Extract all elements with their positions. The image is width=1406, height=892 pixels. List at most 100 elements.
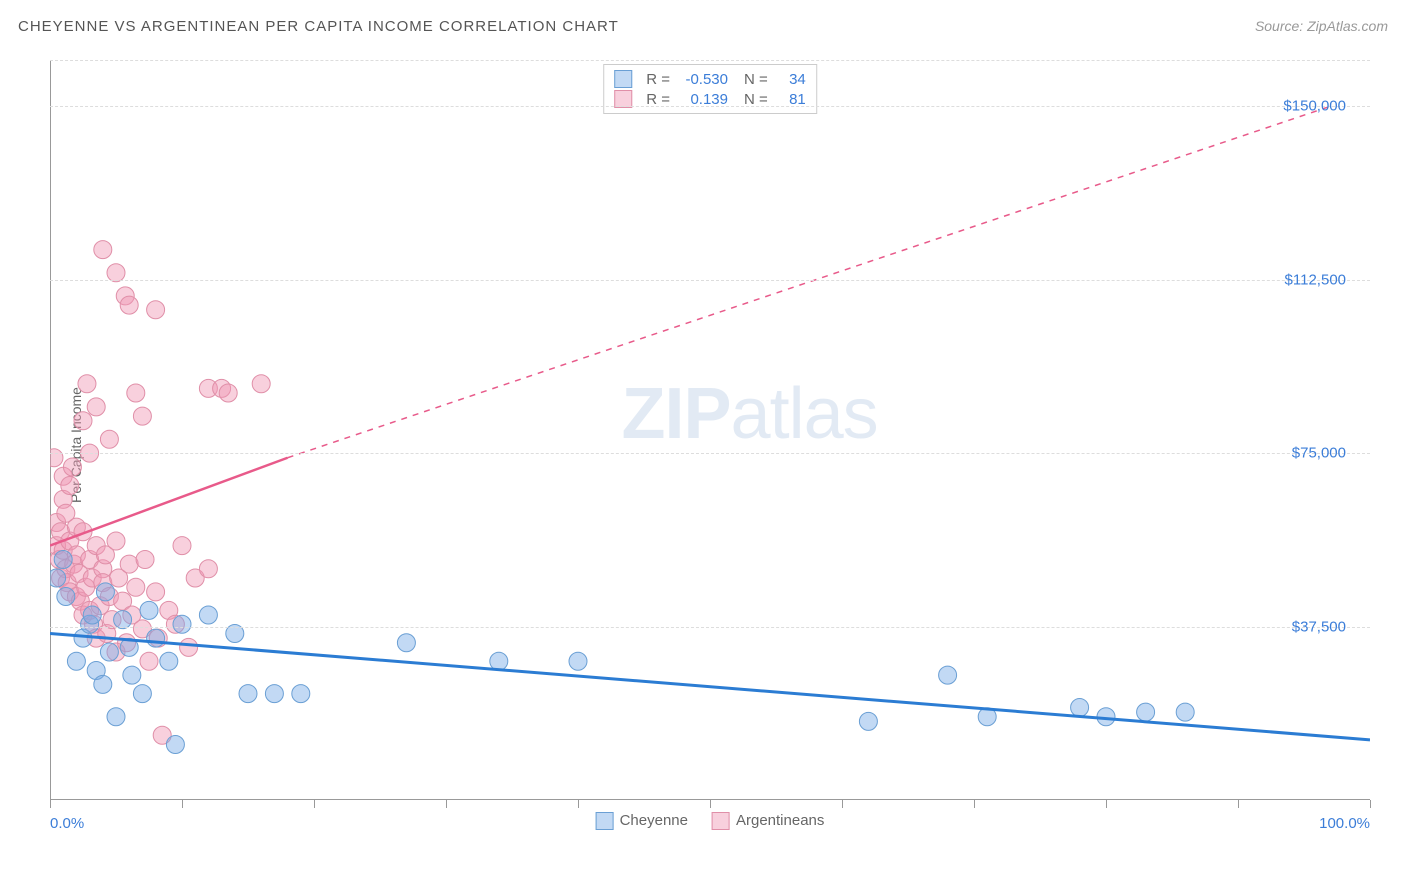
scatter-point [52, 523, 70, 541]
scatter-point [397, 634, 415, 652]
scatter-point [173, 537, 191, 555]
scatter-point [77, 578, 95, 596]
x-tick [1370, 800, 1371, 808]
scatter-point [147, 301, 165, 319]
scatter-point [133, 620, 151, 638]
swatch-argentineans [712, 812, 730, 830]
scatter-point [81, 615, 99, 633]
scatter-point [180, 638, 198, 656]
scatter-point [859, 712, 877, 730]
x-tick [974, 800, 975, 808]
scatter-point [147, 629, 165, 647]
x-max-label: 100.0% [1319, 815, 1370, 832]
x-tick [578, 800, 579, 808]
scatter-point [50, 449, 63, 467]
scatter-point [120, 555, 138, 573]
scatter-point [939, 666, 957, 684]
scatter-point [54, 551, 72, 569]
scatter-point [127, 578, 145, 596]
r-value-cheyenne: -0.530 [678, 71, 728, 88]
scatter-point [166, 736, 184, 754]
plot-region: ZIPatlas R = -0.530 N = 34 R = 0.139 N =… [50, 60, 1370, 830]
scatter-point [136, 551, 154, 569]
y-tick-label: $75,000 [1292, 445, 1346, 462]
scatter-point [54, 490, 72, 508]
gridline [50, 280, 1370, 281]
scatter-point [74, 523, 92, 541]
trend-line-cheyenne [50, 634, 1370, 740]
scatter-point [107, 643, 125, 661]
scatter-point [140, 652, 158, 670]
scatter-point [83, 606, 101, 624]
scatter-point [110, 569, 128, 587]
bottom-legend: Cheyenne Argentineans [596, 812, 825, 830]
x-tick [842, 800, 843, 808]
scatter-point [94, 560, 112, 578]
scatter-point [67, 588, 85, 606]
chart-header: CHEYENNE VS ARGENTINEAN PER CAPITA INCOM… [18, 18, 1388, 35]
scatter-point [87, 629, 105, 647]
scatter-point [67, 652, 85, 670]
scatter-point [96, 583, 114, 601]
scatter-point [114, 592, 132, 610]
scatter-point [50, 569, 66, 587]
scatter-point [61, 583, 79, 601]
trend-line-argentineans-solid [50, 458, 288, 546]
scatter-point [50, 551, 68, 569]
scatter-point [107, 708, 125, 726]
scatter-point [1097, 708, 1115, 726]
y-axis-line [50, 60, 51, 800]
x-tick [314, 800, 315, 808]
x-tick [1238, 800, 1239, 808]
scatter-point [65, 555, 83, 573]
x-min-label: 0.0% [50, 815, 84, 832]
scatter-point [118, 634, 136, 652]
scatter-point [61, 532, 79, 550]
scatter-point [107, 532, 125, 550]
scatter-point [87, 398, 105, 416]
scatter-point [57, 588, 75, 606]
scatter-point [70, 564, 88, 582]
scatter-point [199, 560, 217, 578]
scatter-point [199, 379, 217, 397]
scatter-point [166, 615, 184, 633]
scatter-point [78, 375, 96, 393]
n-value-cheyenne: 34 [776, 71, 806, 88]
scatter-point [569, 652, 587, 670]
scatter-point [490, 652, 508, 670]
scatter-point [1071, 699, 1089, 717]
scatter-point [100, 588, 118, 606]
scatter-point [63, 458, 81, 476]
x-tick [446, 800, 447, 808]
scatter-point [292, 685, 310, 703]
legend-item-argentineans: Argentineans [712, 812, 824, 830]
scatter-point [67, 518, 85, 536]
scatter-point [81, 601, 99, 619]
scatter-point [57, 560, 75, 578]
scatter-point [52, 569, 70, 587]
scatter-point [94, 675, 112, 693]
scatter-point [140, 601, 158, 619]
scatter-point [127, 384, 145, 402]
gridline [50, 106, 1370, 107]
scatter-point [252, 375, 270, 393]
scatter-point [160, 601, 178, 619]
source-attribution: Source: ZipAtlas.com [1255, 18, 1388, 34]
scatter-point [120, 638, 138, 656]
x-tick [50, 800, 51, 808]
scatter-point [147, 583, 165, 601]
scatter-point [74, 412, 92, 430]
scatter-point [87, 662, 105, 680]
scatter-point [219, 384, 237, 402]
scatter-point [1176, 703, 1194, 721]
scatter-point [100, 430, 118, 448]
scatter-point [87, 537, 105, 555]
scatter-point [149, 629, 167, 647]
scatter-point [74, 606, 92, 624]
scatter-point [153, 726, 171, 744]
chart-title: CHEYENNE VS ARGENTINEAN PER CAPITA INCOM… [18, 18, 619, 35]
scatter-point [54, 467, 72, 485]
scatter-point [265, 685, 283, 703]
scatter-point [978, 708, 996, 726]
scatter-point [186, 569, 204, 587]
